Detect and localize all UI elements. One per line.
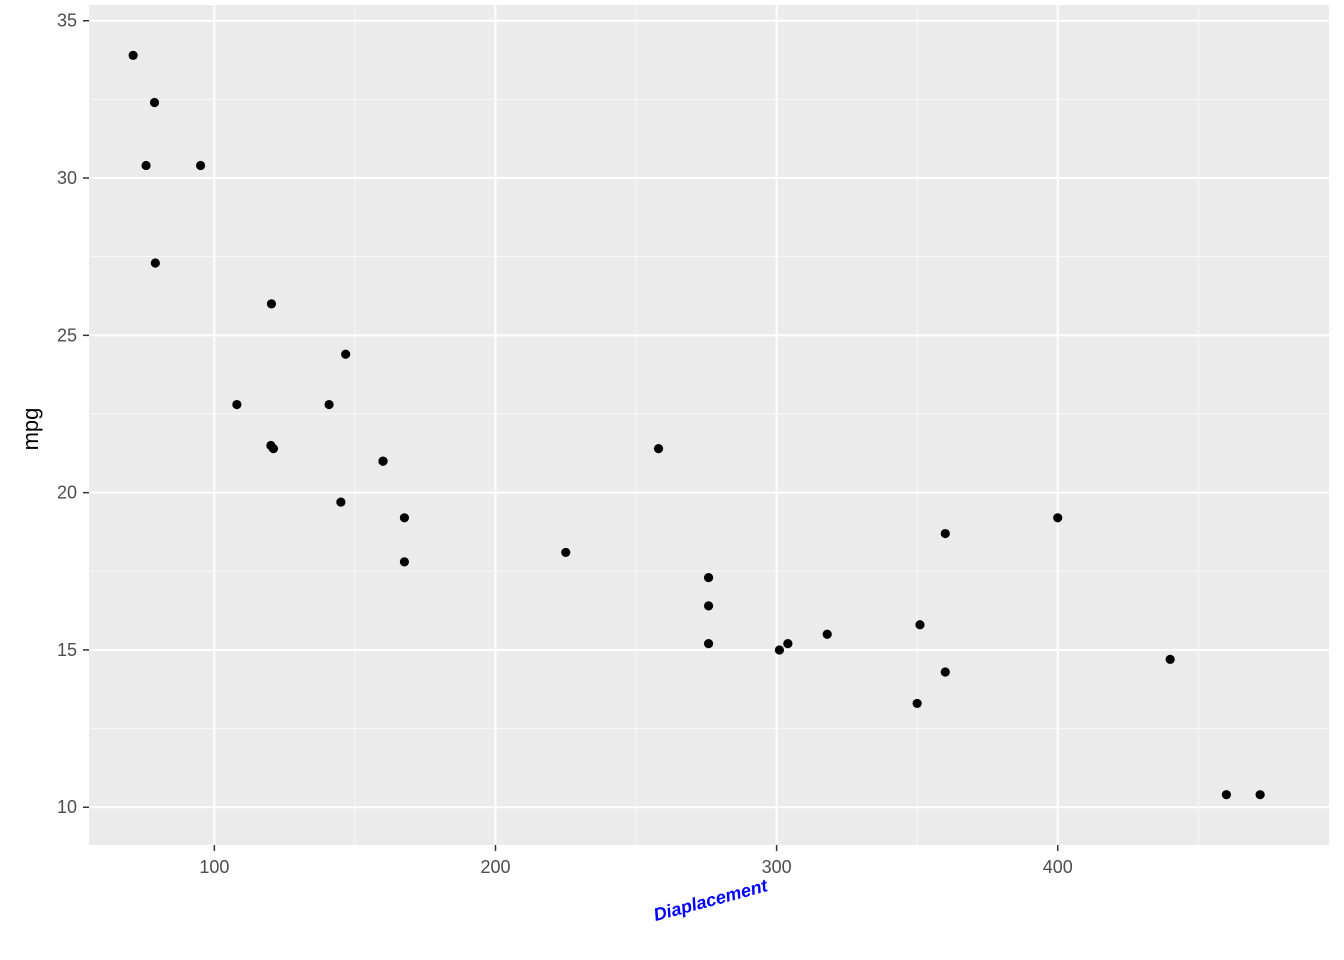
data-point — [774, 645, 785, 655]
data-point — [915, 620, 925, 630]
y-axis: 10 15 20 25 30 35 — [57, 11, 89, 817]
data-point — [128, 50, 138, 60]
x-tick-label: 300 — [762, 857, 792, 877]
data-point — [703, 601, 714, 611]
data-point — [783, 639, 793, 649]
y-tick-label: 10 — [57, 797, 77, 817]
y-tick-label: 30 — [57, 168, 77, 188]
data-point — [561, 547, 571, 558]
data-point — [653, 443, 664, 454]
data-point — [324, 399, 334, 410]
plot-panel — [89, 5, 1329, 845]
minor-gridlines — [89, 5, 1329, 845]
data-point — [149, 97, 160, 108]
y-tick-label: 15 — [57, 640, 77, 660]
x-axis-title: Diaplacement — [651, 875, 770, 925]
data-point — [940, 528, 950, 539]
y-axis-title: mpg — [18, 408, 43, 451]
data-point — [1221, 790, 1231, 800]
data-point — [822, 629, 832, 639]
x-tick-label: 400 — [1043, 857, 1073, 877]
data-point — [399, 513, 410, 523]
data-point — [1255, 790, 1265, 800]
y-tick-label: 25 — [57, 325, 77, 345]
data-point — [341, 349, 351, 359]
data-point — [703, 572, 714, 583]
data-point — [1053, 513, 1063, 523]
data-point — [266, 299, 277, 309]
data-point — [196, 160, 206, 171]
data-point — [232, 399, 242, 410]
x-tick-label: 200 — [480, 857, 510, 877]
data-point — [336, 497, 346, 507]
y-tick-label: 20 — [57, 483, 77, 503]
data-point — [150, 258, 160, 268]
data-point — [703, 639, 714, 649]
data-point — [378, 456, 388, 466]
data-point — [268, 443, 279, 454]
data-point — [399, 557, 410, 567]
data-points — [128, 50, 1265, 800]
data-point — [940, 667, 950, 677]
major-gridlines — [89, 5, 1329, 845]
x-tick-label: 100 — [199, 857, 229, 877]
data-point — [912, 698, 922, 709]
data-point — [141, 160, 151, 171]
y-tick-label: 35 — [57, 11, 77, 31]
x-axis: 100 200 300 400 — [199, 845, 1073, 877]
data-point — [1165, 654, 1175, 664]
